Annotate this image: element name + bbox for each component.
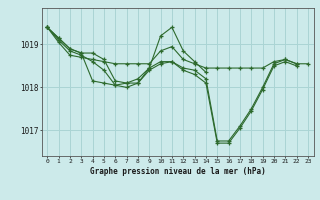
X-axis label: Graphe pression niveau de la mer (hPa): Graphe pression niveau de la mer (hPa) — [90, 167, 266, 176]
